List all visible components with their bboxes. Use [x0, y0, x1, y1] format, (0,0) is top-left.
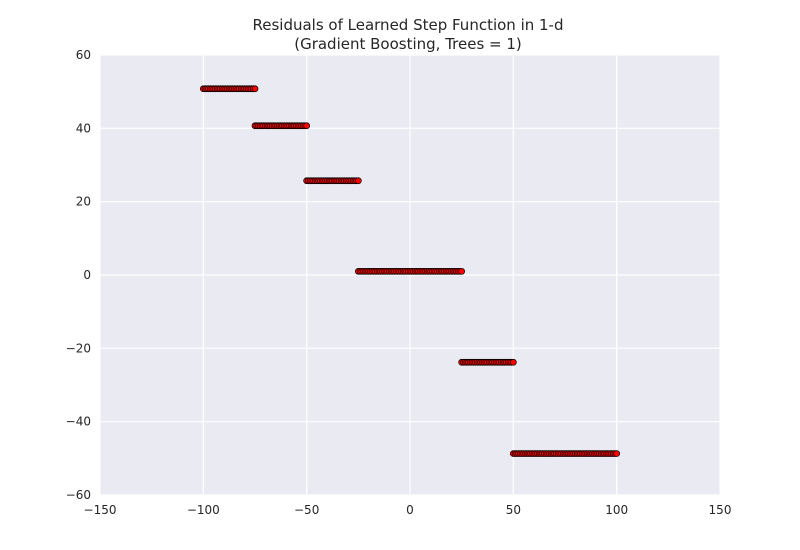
x-tick-label: −50 — [294, 503, 319, 517]
x-tick-label: 100 — [605, 503, 628, 517]
y-tick-label: −20 — [66, 341, 91, 355]
y-tick-label: 20 — [76, 195, 91, 209]
data-points — [199, 85, 621, 457]
x-tick-label: −100 — [187, 503, 220, 517]
chart-title: Residuals of Learned Step Function in 1-… — [252, 16, 563, 34]
x-tick-label: 0 — [406, 503, 414, 517]
x-tick-label: 50 — [506, 503, 521, 517]
y-tick-label: 60 — [76, 48, 91, 62]
x-axis-ticks: −150 −100 −50 0 50 100 150 — [84, 503, 732, 517]
y-tick-label: −60 — [66, 488, 91, 502]
x-tick-label: −150 — [84, 503, 117, 517]
data-point — [509, 358, 517, 366]
step-segment — [458, 358, 517, 366]
y-axis-ticks: −60 −40 −20 0 20 40 60 — [66, 48, 91, 502]
y-tick-label: 40 — [76, 121, 91, 135]
step-segment — [199, 85, 259, 93]
data-point — [458, 267, 466, 275]
data-point — [303, 122, 311, 130]
y-tick-label: −40 — [66, 415, 91, 429]
chart-subtitle: (Gradient Boosting, Trees = 1) — [294, 35, 522, 53]
step-segment — [251, 122, 311, 130]
step-segment — [509, 450, 621, 457]
x-tick-label: 150 — [709, 503, 732, 517]
step-segment — [354, 267, 466, 275]
data-point — [251, 85, 259, 93]
step-segment — [303, 177, 362, 185]
data-point — [613, 450, 621, 457]
y-tick-label: 0 — [83, 268, 91, 282]
data-point — [354, 177, 362, 185]
